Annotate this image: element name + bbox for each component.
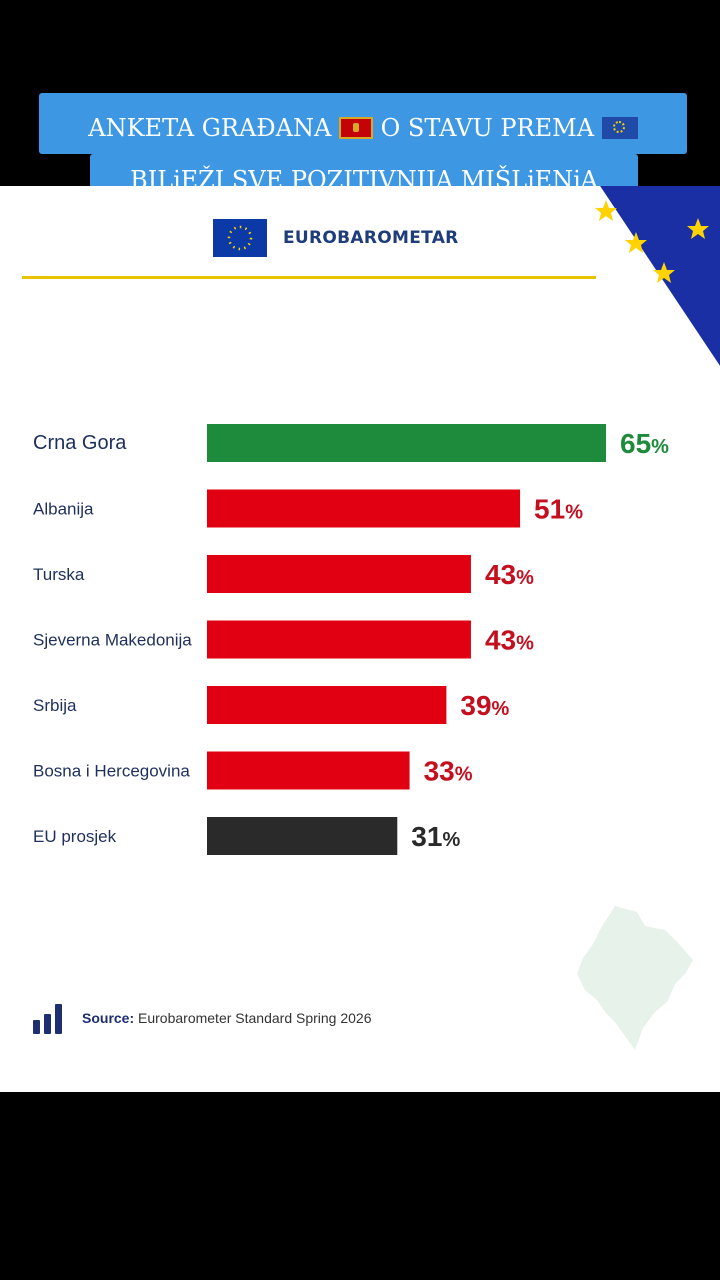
category-label: Crna Gora bbox=[33, 432, 127, 454]
value-label: 39% bbox=[460, 690, 509, 721]
overlay-title-part-b: O STAVU PREMA bbox=[380, 114, 595, 142]
bar-chart: Crna Gora 65% Albanija 51% Turska 43% Sjeverna… bbox=[33, 424, 669, 855]
bar bbox=[207, 817, 398, 855]
overlay-title-line-1: ANKETA GRAĐANA O STAVU PREMA bbox=[39, 93, 687, 154]
source-value: Eurobarometer Standard Spring 2026 bbox=[138, 1010, 372, 1026]
value-label: 65% bbox=[620, 428, 669, 459]
bar bbox=[207, 751, 410, 790]
value-label: 51% bbox=[534, 494, 583, 525]
value-label: 43% bbox=[485, 625, 534, 656]
value-label: 33% bbox=[424, 756, 473, 787]
bar bbox=[207, 620, 471, 659]
bar bbox=[207, 686, 447, 724]
value-label: 43% bbox=[485, 559, 534, 590]
category-label: Srbija bbox=[33, 696, 77, 715]
category-label: Sjeverna Makedonija bbox=[33, 631, 192, 650]
divider bbox=[22, 276, 596, 279]
brand-name: EUROBAROMETAR bbox=[283, 228, 459, 248]
eurobarometer-logo: EUROBAROMETAR bbox=[213, 219, 459, 257]
bar bbox=[207, 555, 471, 593]
bar bbox=[207, 424, 606, 462]
eu-corner-decoration bbox=[590, 186, 720, 376]
star-icon bbox=[625, 232, 647, 253]
category-label: Albanija bbox=[33, 500, 94, 519]
infographic-card: EUROBAROMETAR Crna Gora 65% Albanija 51% Tur… bbox=[0, 186, 720, 1092]
montenegro-flag-icon bbox=[338, 117, 373, 139]
bar-chart-icon bbox=[33, 1002, 66, 1034]
overlay-title-part-a: ANKETA GRAĐANA bbox=[88, 114, 332, 142]
star-icon bbox=[687, 218, 709, 239]
star-icon bbox=[653, 262, 675, 283]
eu-flag-icon bbox=[601, 117, 638, 139]
value-label: 31% bbox=[411, 821, 460, 852]
bar bbox=[207, 489, 521, 528]
source-label: Source: bbox=[82, 1010, 135, 1026]
source-text: Source: Eurobarometer Standard Spring 20… bbox=[82, 1010, 372, 1026]
category-label: Bosna i Hercegovina bbox=[33, 762, 190, 781]
category-label: Turska bbox=[33, 565, 85, 584]
star-icon bbox=[595, 200, 617, 221]
montenegro-map-watermark bbox=[577, 906, 693, 1050]
category-label: EU prosjek bbox=[33, 827, 117, 846]
eu-flag-icon bbox=[213, 219, 267, 257]
source-footer: Source: Eurobarometer Standard Spring 20… bbox=[33, 1002, 372, 1034]
